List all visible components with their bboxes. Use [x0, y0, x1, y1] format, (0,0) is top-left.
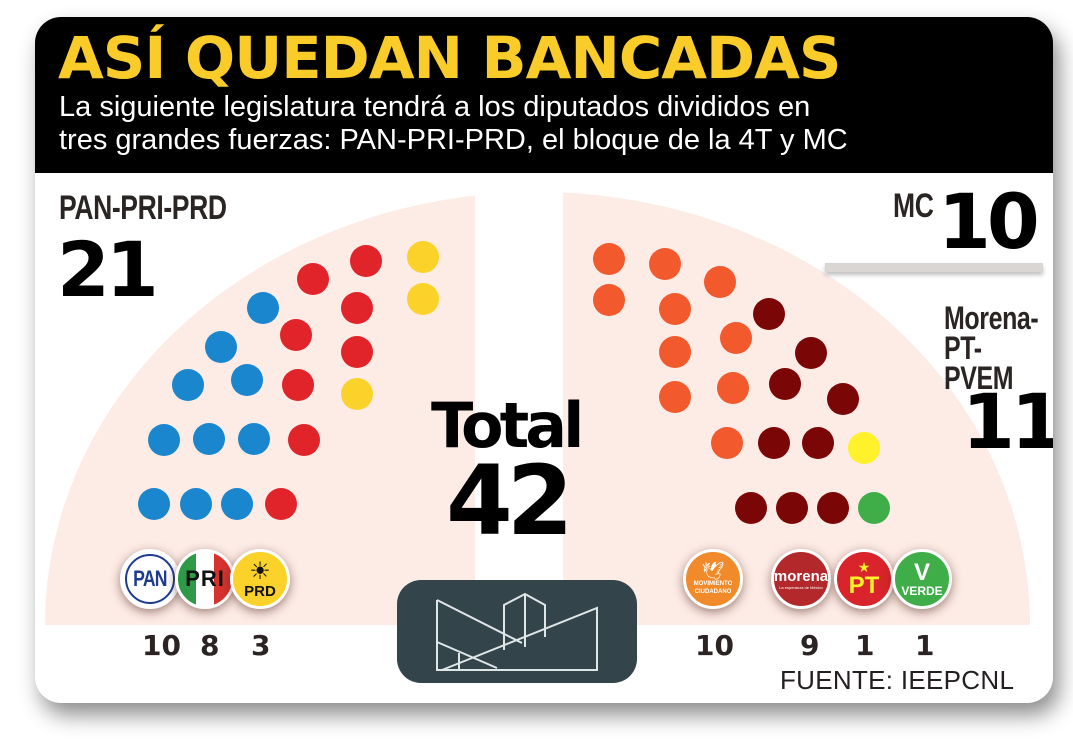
seat-morena [776, 492, 808, 524]
seat-pt [848, 432, 880, 464]
seat-pan [172, 369, 204, 401]
seat-mc [717, 372, 749, 404]
seat-morena [827, 383, 859, 415]
bloc-label-mc: MC [893, 187, 934, 225]
seat-pan [238, 423, 270, 455]
center-aisle [475, 192, 563, 625]
mc-logo-text: MOVIMIENTO CIUDADANO [693, 581, 733, 595]
infographic-card: ASÍ QUEDAN BANCADAS La siguiente legisla… [35, 17, 1053, 703]
eagle-icon: 🕊 [701, 561, 725, 581]
count-pvem: 1 [915, 629, 935, 662]
header-bar: ASÍ QUEDAN BANCADAS La siguiente legisla… [35, 17, 1053, 173]
seat-mc [711, 427, 743, 459]
seat-morena [758, 427, 790, 459]
count-pan: 10 [142, 629, 181, 662]
seat-morena [769, 368, 801, 400]
hemicycle-chart [45, 192, 1030, 625]
seat-pan [231, 364, 263, 396]
seat-mc [593, 284, 625, 316]
star-icon: ★ [857, 559, 871, 575]
seat-morena [817, 492, 849, 524]
seat-mc [593, 243, 625, 275]
bloc-label-pan-pri-prd: PAN-PRI-PRD [59, 189, 227, 227]
seat-pan [205, 331, 237, 363]
seat-pri [297, 263, 329, 295]
seat-pan [193, 423, 225, 455]
sun-icon: ☀ [249, 557, 271, 585]
subtitle-line-1: La siguiente legislatura tendrá a los di… [59, 91, 811, 123]
pvem-logo: V VERDE [892, 549, 952, 609]
bloc-label-morena-pt-pvem: Morena- PT-PVEM [944, 300, 1039, 396]
seat-prd [407, 283, 439, 315]
seat-prd [341, 378, 373, 410]
seat-morena [735, 492, 767, 524]
seat-pri [341, 292, 373, 324]
seat-pan [180, 488, 212, 520]
separator-line [825, 263, 1043, 272]
seat-morena [802, 427, 834, 459]
pan-logo: PAN [120, 549, 180, 609]
mc-logo: 🕊 MOVIMIENTO CIUDADANO [683, 549, 743, 609]
morena-logo: morena La esperanza de México [771, 549, 831, 609]
building-logo-icon [436, 592, 598, 671]
seat-mc [659, 293, 691, 325]
morena-logo-subtext: La esperanza de México [779, 584, 823, 590]
total-label: Total [431, 389, 584, 462]
seat-mc [659, 381, 691, 413]
morena-logo-text: morena [773, 567, 829, 585]
seat-morena [753, 298, 785, 330]
bloc-seats-morena-pt-pvem: 11 [962, 377, 1053, 466]
count-prd: 3 [251, 629, 271, 662]
bloc-seats-pan-pri-prd: 21 [57, 225, 159, 314]
seats-left-bloc [138, 241, 439, 520]
pt-logo: ★ PT [834, 549, 894, 609]
prd-logo: ☀ PRD [230, 549, 290, 609]
seat-pvem [858, 492, 890, 524]
seat-mc [659, 336, 691, 368]
seat-mc [649, 248, 681, 280]
seat-mc [704, 266, 736, 298]
seat-pri [265, 488, 297, 520]
seat-pri [341, 336, 373, 368]
bloc-label-line-1: Morena- [944, 300, 1039, 336]
seat-prd [407, 241, 439, 273]
bloc-label-line-2: PT-PVEM [944, 330, 1014, 396]
seat-pan [138, 488, 170, 520]
seat-pan [221, 488, 253, 520]
pt-logo-text: PT [848, 572, 880, 599]
total-value: 42 [446, 445, 574, 557]
seat-pri [280, 319, 312, 351]
seat-pan [148, 424, 180, 456]
pri-logo: PRI [175, 549, 235, 609]
count-pt: 1 [855, 629, 875, 662]
pvem-logo-text: VERDE [901, 584, 943, 598]
bloc-seats-mc: 10 [938, 177, 1040, 266]
count-pri: 8 [200, 629, 220, 662]
seat-mc [720, 322, 752, 354]
pan-logo-text: PAN [133, 566, 167, 591]
seats-right-bloc [593, 243, 890, 524]
pri-logo-text: PRI [185, 566, 225, 591]
seat-pan [247, 292, 279, 324]
subtitle-line-2: tres grandes fuerzas: PAN-PRI-PRD, el bl… [59, 124, 848, 156]
subtitle: La siguiente legislatura tendrá a los di… [59, 91, 848, 157]
seat-pri [350, 245, 382, 277]
seat-pri [288, 424, 320, 456]
count-morena: 9 [800, 629, 820, 662]
prd-logo-text: PRD [244, 582, 276, 600]
source-credit: FUENTE: IEEPCNL [780, 665, 1015, 695]
publisher-logo [397, 580, 637, 683]
seat-pri [282, 369, 314, 401]
toucan-v-icon: V [913, 559, 930, 586]
seat-morena [795, 337, 827, 369]
count-mc: 10 [695, 629, 734, 662]
headline: ASÍ QUEDAN BANCADAS [58, 24, 841, 92]
